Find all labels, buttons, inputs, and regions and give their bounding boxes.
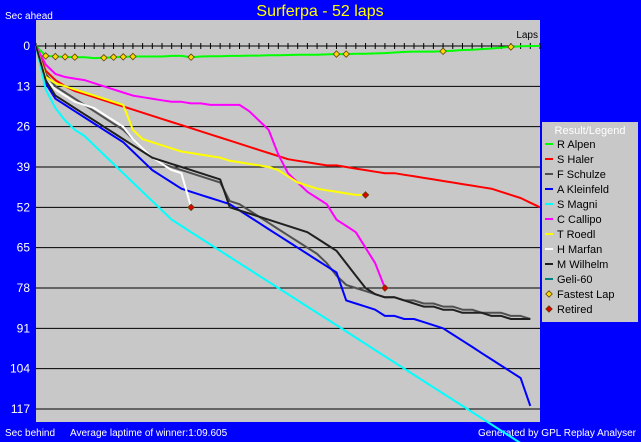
fastest-lap-marker	[71, 53, 79, 61]
fastest-lap-marker	[342, 50, 350, 58]
x-axis-label: Laps	[516, 30, 538, 41]
y-tick-label: 52	[17, 200, 31, 214]
series-line-s-haler	[35, 45, 541, 209]
legend-retired-icon	[545, 305, 553, 313]
legend-item-h-marfan: H Marfan	[557, 244, 602, 256]
y-label-top: Sec ahead	[5, 11, 53, 22]
legend-item-c-callipo: C Callipo	[557, 214, 602, 226]
series-line-m-wilhelm	[35, 45, 531, 320]
legend-title: Result/Legend	[555, 125, 626, 137]
series-line-a-kleinfeld	[35, 45, 532, 407]
fastest-lap-marker	[187, 53, 195, 61]
fastest-lap-marker	[129, 52, 137, 61]
y-tick-label: 26	[17, 120, 31, 134]
fastest-lap-marker	[41, 52, 50, 60]
fastest-lap-marker	[100, 54, 108, 62]
legend-item-r-alpen: R Alpen	[557, 139, 596, 151]
fastest-lap-marker	[109, 53, 118, 61]
retired-marker	[381, 284, 389, 292]
y-tick-label: 13	[17, 79, 31, 93]
y-tick-label: 117	[11, 402, 30, 416]
footer-generator: Generated by GPL Replay Analyser	[478, 428, 637, 439]
series-line-t-roedl	[35, 45, 366, 196]
series-line-h-marfan	[35, 45, 193, 208]
legend-item-f-schulze: F Schulze	[557, 169, 606, 181]
fastest-lap-marker	[439, 47, 447, 56]
legend-item-s-haler: S Haler	[557, 154, 594, 166]
series-line-s-magni	[35, 45, 521, 442]
legend-retired: Retired	[557, 304, 592, 316]
y-tick-label: 39	[17, 160, 31, 174]
legend-item-t-roedl: T Roedl	[557, 229, 595, 241]
y-tick-label: 91	[17, 321, 31, 335]
series-line-f-schulze	[35, 45, 531, 320]
legend-fastest-lap-icon	[545, 290, 553, 298]
series-line-c-callipo	[35, 45, 386, 289]
fastest-lap-marker	[61, 53, 69, 61]
legend-item-geli-60: Geli-60	[557, 274, 592, 286]
fastest-lap-marker	[507, 43, 515, 51]
y-tick-label: 78	[17, 281, 31, 295]
retired-marker	[361, 191, 370, 199]
legend-box	[542, 122, 638, 322]
y-tick-label: 0	[23, 39, 30, 53]
fastest-lap-marker	[51, 52, 60, 61]
footer-average-laptime: Average laptime of winner:1:09.605	[70, 428, 228, 439]
legend-fastest-lap: Fastest Lap	[557, 289, 614, 301]
y-tick-label: 104	[10, 362, 30, 376]
y-label-bottom: Sec behind	[5, 428, 55, 439]
plot-area	[36, 20, 540, 422]
y-tick-label: 65	[17, 241, 31, 255]
retired-marker	[187, 203, 195, 212]
fastest-lap-marker	[332, 50, 341, 58]
legend-item-m-wilhelm: M Wilhelm	[557, 259, 608, 271]
chart-title: Surferpa - 52 laps	[256, 3, 383, 20]
legend-item-a-kleinfeld: A Kleinfeld	[557, 184, 609, 196]
legend-item-s-magni: S Magni	[557, 199, 597, 211]
fastest-lap-marker	[119, 53, 127, 61]
